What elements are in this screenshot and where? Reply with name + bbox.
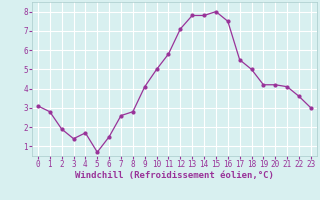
X-axis label: Windchill (Refroidissement éolien,°C): Windchill (Refroidissement éolien,°C) bbox=[75, 171, 274, 180]
